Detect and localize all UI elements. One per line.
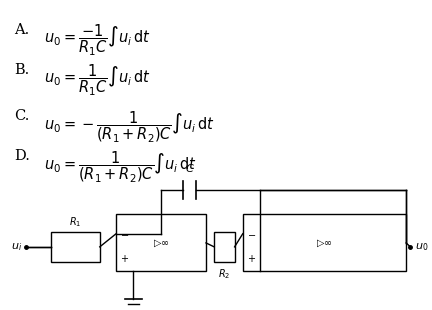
- FancyBboxPatch shape: [51, 232, 100, 262]
- Text: $u_i$: $u_i$: [11, 241, 22, 253]
- Text: $+$: $+$: [247, 253, 256, 264]
- Text: $R_2$: $R_2$: [218, 267, 231, 281]
- Text: $-$: $-$: [247, 229, 256, 239]
- Text: $u_0$: $u_0$: [415, 241, 428, 253]
- Text: $u_0 = \dfrac{1}{(R_1+R_2)C}\int u_i\,\mathrm{d}t$: $u_0 = \dfrac{1}{(R_1+R_2)C}\int u_i\,\m…: [44, 149, 197, 184]
- Text: $+$: $+$: [121, 253, 130, 264]
- Text: $R_1$: $R_1$: [69, 215, 82, 229]
- Text: $\triangleright\infty$: $\triangleright\infty$: [316, 237, 333, 249]
- FancyBboxPatch shape: [214, 232, 235, 262]
- Text: $C$: $C$: [185, 162, 194, 175]
- Text: $-$: $-$: [121, 229, 130, 239]
- Text: $u_0 = \dfrac{1}{R_1C}\int u_i\,\mathrm{d}t$: $u_0 = \dfrac{1}{R_1C}\int u_i\,\mathrm{…: [44, 63, 150, 98]
- Text: $u_0 = -\dfrac{1}{(R_1+R_2)C}\int u_i\,\mathrm{d}t$: $u_0 = -\dfrac{1}{(R_1+R_2)C}\int u_i\,\…: [44, 109, 215, 144]
- Text: B.: B.: [14, 63, 29, 77]
- Text: D.: D.: [14, 149, 30, 163]
- Text: C.: C.: [14, 109, 29, 123]
- FancyBboxPatch shape: [116, 215, 206, 272]
- Text: $\triangleright\infty$: $\triangleright\infty$: [153, 237, 169, 249]
- Text: A.: A.: [14, 23, 29, 37]
- FancyBboxPatch shape: [243, 215, 406, 272]
- Text: $u_0 = \dfrac{-1}{R_1C}\int u_i\,\mathrm{d}t$: $u_0 = \dfrac{-1}{R_1C}\int u_i\,\mathrm…: [44, 23, 150, 58]
